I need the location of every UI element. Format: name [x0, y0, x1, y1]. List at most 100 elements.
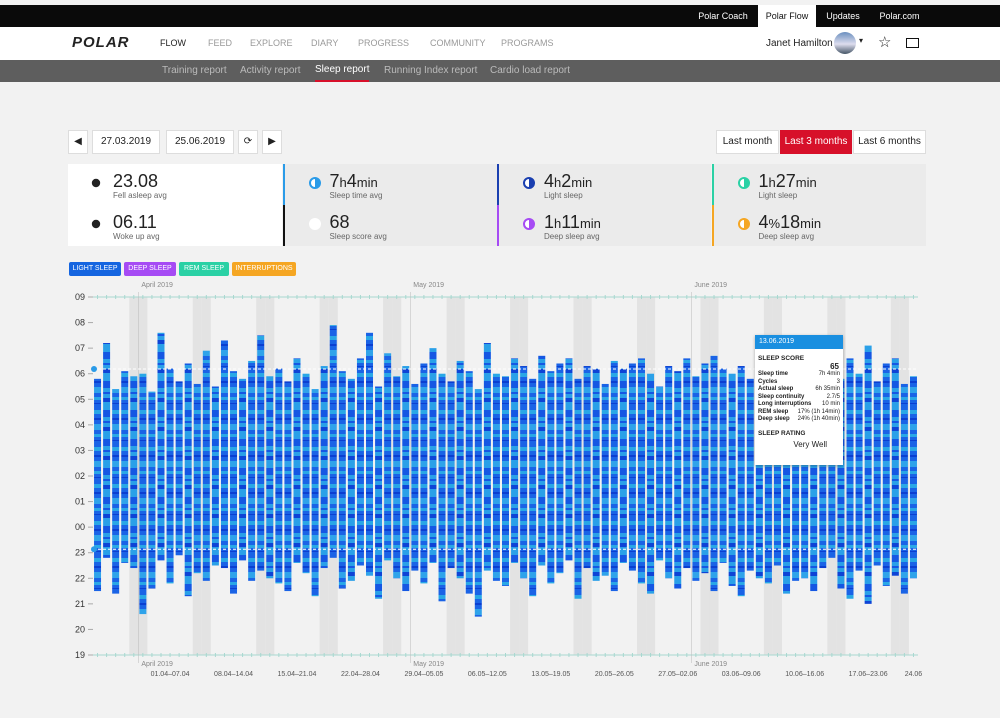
- sub-nav-item[interactable]: Sleep report: [315, 60, 370, 82]
- sleep-bar: [565, 358, 573, 561]
- y-tick-label: 01: [75, 497, 85, 507]
- sleep-bar: [248, 360, 256, 581]
- stat-label: Light sleep: [544, 191, 583, 200]
- stat-value: 23.08: [113, 171, 158, 192]
- stat-value-part: 4: [544, 171, 555, 191]
- sleep-bar: [220, 340, 228, 569]
- month-label: April 2019: [141, 661, 173, 668]
- avatar[interactable]: [834, 32, 856, 54]
- menu-item[interactable]: COMMUNITY: [430, 38, 486, 48]
- sleep-bar: [773, 368, 781, 566]
- stat-cell: 1h27min Light sleep: [711, 164, 926, 206]
- stat-value-part: min: [571, 175, 593, 190]
- refresh-button[interactable]: ⟳: [238, 130, 258, 154]
- sub-nav-item[interactable]: Activity report: [240, 65, 301, 76]
- sleep-bar: [148, 391, 156, 589]
- tooltip-row-label: Deep sleep: [758, 416, 790, 422]
- month-label: May 2019: [413, 661, 444, 668]
- stat-value-part: 06.11: [113, 212, 157, 232]
- legend-item[interactable]: DEEP SLEEP: [124, 262, 176, 276]
- legend-item[interactable]: INTERRUPTIONS: [232, 262, 296, 276]
- sleep-bar: [94, 378, 102, 592]
- stat-value-part: h: [339, 175, 347, 190]
- tooltip-row-value: 17% (1h 14min): [797, 408, 840, 415]
- tooltip-rows: Sleep time 7h 4min Cycles 3 Actual sleep 6h 3…: [755, 371, 843, 424]
- sleep-bar: [592, 368, 600, 581]
- stat-cell: 4h2min Light sleep: [497, 164, 711, 206]
- star-icon[interactable]: ☆: [878, 34, 892, 51]
- stat-value-part: min: [356, 175, 378, 190]
- legend-item[interactable]: REM SLEEP: [179, 262, 229, 276]
- y-tick-label: 19: [75, 650, 85, 660]
- chat-icon[interactable]: [906, 38, 919, 48]
- sleep-bar: [601, 383, 609, 576]
- sleep-bar: [637, 358, 645, 584]
- x-tick-label: 01.04–07.04: [151, 671, 190, 678]
- tooltip-row: Long interruptions 10 min: [755, 401, 843, 409]
- sleep-bar: [211, 386, 219, 566]
- range-button[interactable]: Last 6 months: [853, 130, 926, 154]
- stat-icon: [308, 177, 321, 189]
- x-tick-label: 20.05–26.05: [595, 671, 634, 678]
- sleep-bar: [112, 389, 120, 594]
- sleep-bar: [900, 383, 908, 594]
- top-link[interactable]: Polar Coach: [698, 11, 748, 21]
- top-link[interactable]: Polar.com: [879, 11, 920, 21]
- x-tick-label: 06.05–12.05: [468, 671, 507, 678]
- sleep-bar: [710, 355, 718, 592]
- x-tick-label: 03.06–09.06: [722, 671, 761, 678]
- stat-value-part: 11: [561, 212, 580, 232]
- stat-cell: 68 Sleep score avg: [282, 205, 497, 246]
- sleep-bar: [891, 358, 899, 576]
- tooltip-row: Sleep continuity 2.7/5: [755, 394, 843, 402]
- menu-item[interactable]: PROGRAMS: [501, 38, 554, 48]
- menu-item[interactable]: PROGRESS: [358, 38, 410, 48]
- user-name[interactable]: Janet Hamilton: [766, 38, 833, 49]
- sleep-bar: [193, 383, 201, 574]
- tooltip-row-label: REM sleep: [758, 408, 789, 415]
- menu-item[interactable]: DIARY: [311, 38, 339, 48]
- stat-value: 1h27min: [759, 171, 817, 192]
- sleep-bar: [438, 373, 446, 602]
- sleep-bar: [393, 376, 401, 579]
- sleep-bar: [810, 383, 818, 592]
- tooltip-row-label: Long interruptions: [758, 401, 812, 407]
- tooltip-row: Sleep time 7h 4min: [755, 371, 843, 379]
- dropdown[interactable]: ▾: [859, 36, 864, 45]
- tooltip-date: 13.06.2019: [755, 335, 843, 349]
- stat-icon: [737, 218, 750, 230]
- menu-item[interactable]: EXPLORE: [250, 38, 293, 48]
- sub-nav-item[interactable]: Cardio load report: [490, 65, 571, 76]
- stat-cell: 06.11 Woke up avg: [68, 205, 282, 246]
- sleep-bar: [375, 386, 383, 599]
- stat-value-part: h: [554, 216, 562, 231]
- legend-item[interactable]: LIGHT SLEEP: [69, 262, 121, 276]
- y-tick-label: 09: [75, 292, 85, 302]
- prev-button[interactable]: ◀: [68, 130, 88, 154]
- tooltip-rating: Very Well: [793, 439, 827, 449]
- sub-nav-item[interactable]: Training report: [162, 65, 227, 76]
- x-tick-label: 24.06: [905, 671, 923, 678]
- sleep-bar: [284, 381, 292, 592]
- x-tick-label: 29.04–05.05: [404, 671, 443, 678]
- next-button[interactable]: ▶: [262, 130, 282, 154]
- start-date[interactable]: 27.03.2019: [92, 130, 160, 154]
- stat-value: 4h2min: [544, 171, 592, 192]
- sleep-bar: [538, 355, 546, 566]
- sleep-bar: [366, 332, 374, 576]
- range-button-active[interactable]: Last 3 months: [780, 130, 852, 154]
- stat-value-part: 4: [346, 171, 357, 191]
- logo[interactable]: POLAR: [72, 34, 130, 51]
- sleep-bar: [474, 389, 482, 617]
- sub-nav-item[interactable]: Running Index report: [384, 65, 478, 76]
- x-tick-label: 08.04–14.04: [214, 671, 253, 678]
- menu-item[interactable]: FEED: [208, 38, 233, 48]
- stat-icon: [91, 219, 101, 229]
- top-link[interactable]: Polar Flow: [758, 5, 816, 27]
- sleep-bar: [121, 371, 129, 563]
- end-date[interactable]: 25.06.2019: [166, 130, 234, 154]
- sleep-bar: [239, 378, 247, 561]
- top-link[interactable]: Updates: [826, 11, 860, 21]
- y-tick-label: 04: [75, 420, 85, 430]
- range-button[interactable]: Last month: [716, 130, 779, 154]
